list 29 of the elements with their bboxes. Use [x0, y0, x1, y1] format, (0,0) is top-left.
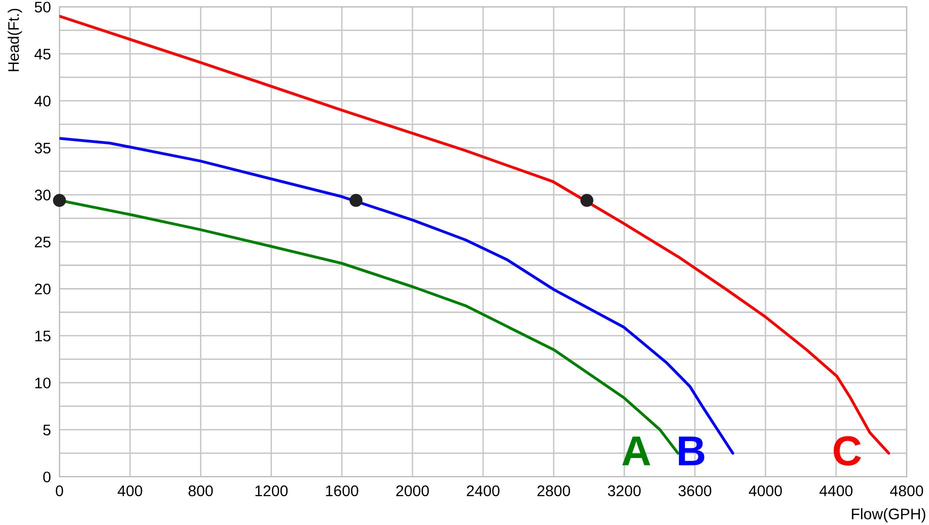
series-label: B — [678, 436, 704, 466]
x-tick-label: 2800 — [537, 485, 570, 496]
x-tick-label: 2400 — [466, 485, 500, 496]
x-tick-label: 4400 — [819, 485, 852, 496]
x-tick-label: 0 — [56, 485, 64, 496]
x-tick-label: 1200 — [255, 485, 288, 496]
x-tick-label: 400 — [118, 485, 142, 496]
x-tick-label: 4000 — [748, 485, 782, 496]
y-tick-label: 5 — [43, 424, 50, 436]
x-tick-label: 800 — [188, 485, 213, 496]
series-label: C — [834, 436, 861, 466]
y-tick-label: 30 — [34, 190, 51, 200]
y-tick-label: 35 — [34, 142, 50, 154]
y-tick-label: 50 — [34, 2, 51, 13]
x-tick-label: 4800 — [890, 485, 924, 496]
y-tick-label: 45 — [34, 48, 50, 60]
y-tick-label: 10 — [35, 378, 51, 388]
x-tick-label: 2000 — [396, 485, 429, 496]
y-tick-label: 15 — [35, 330, 50, 342]
y-tick-label: 20 — [34, 284, 51, 294]
y-tick-label: 25 — [34, 236, 50, 248]
y-tick-label: 0 — [43, 472, 51, 482]
x-axis-title: Flow(GPH) — [852, 508, 926, 522]
x-tick-label: 1600 — [326, 485, 358, 496]
x-tick-label: 3200 — [608, 485, 641, 496]
y-axis-title: Head(Ft.) — [8, 8, 22, 72]
series-label: A — [622, 436, 650, 466]
y-tick-label: 40 — [34, 96, 51, 106]
x-tick-label: 3600 — [678, 485, 712, 496]
